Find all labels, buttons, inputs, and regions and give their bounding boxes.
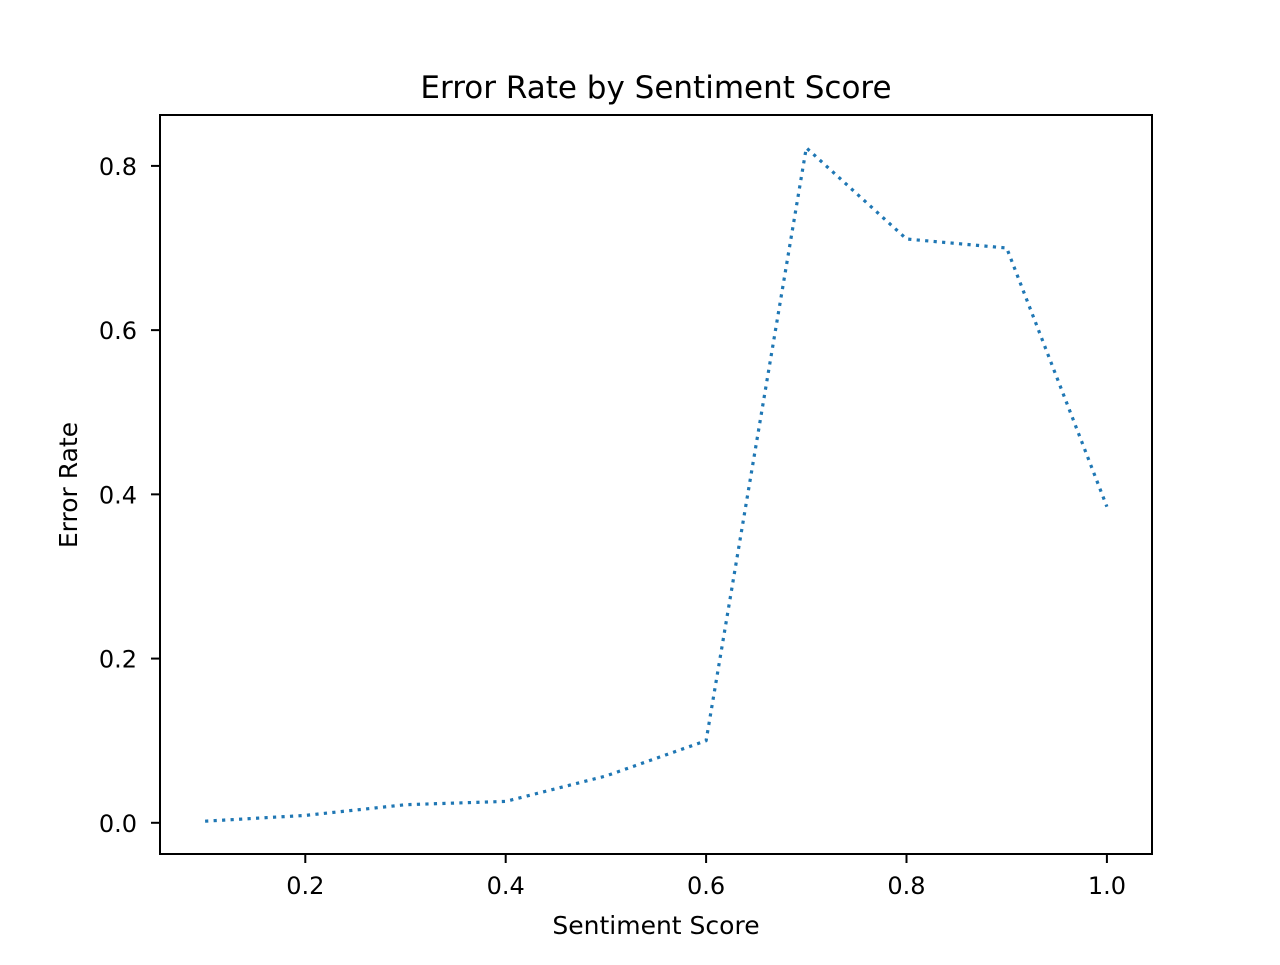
y-tick-label: 0.6 bbox=[99, 317, 137, 345]
x-tick-label: 0.4 bbox=[487, 872, 525, 900]
x-tick-label: 0.6 bbox=[687, 872, 725, 900]
y-axis-label: Error Rate bbox=[54, 422, 83, 548]
x-axis-ticks: 0.2 0.4 0.6 0.8 1.0 bbox=[286, 854, 1126, 900]
plot-frame bbox=[159, 114, 1153, 855]
y-axis-ticks: 0.0 0.2 0.4 0.6 0.8 bbox=[99, 153, 160, 838]
x-tick-label: 1.0 bbox=[1088, 872, 1126, 900]
y-tick-label: 0.2 bbox=[99, 646, 137, 674]
x-tick-label: 0.2 bbox=[286, 872, 324, 900]
chart-title: Error Rate by Sentiment Score bbox=[420, 70, 891, 106]
x-axis-label: Sentiment Score bbox=[552, 911, 759, 940]
y-tick-label: 0.4 bbox=[99, 481, 137, 509]
x-tick-label: 0.8 bbox=[887, 872, 925, 900]
y-tick-label: 0.0 bbox=[99, 810, 137, 838]
y-tick-label: 0.8 bbox=[99, 153, 137, 181]
